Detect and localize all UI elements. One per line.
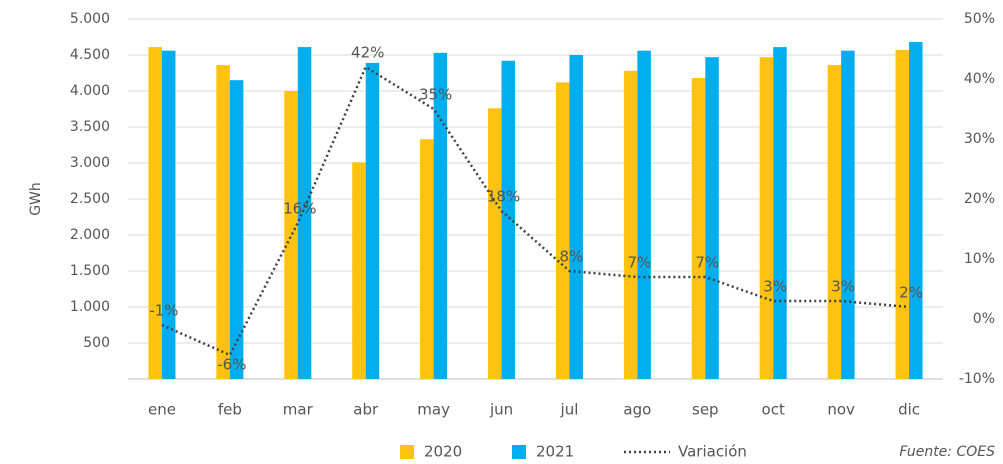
data-label: 7% <box>695 254 719 272</box>
bar <box>909 42 923 379</box>
bar <box>433 52 448 380</box>
y-tick-label: 1.500 <box>70 263 110 279</box>
legend-label: Variación <box>678 443 747 461</box>
bar <box>691 78 706 379</box>
y-tick-label: 1.000 <box>70 299 110 315</box>
data-label: 42% <box>351 44 384 62</box>
bar <box>705 57 719 379</box>
data-label: 3% <box>763 278 787 296</box>
data-label: 18% <box>487 188 520 206</box>
bar <box>352 162 366 379</box>
data-label: 35% <box>419 86 452 104</box>
y2-tick-label: 10% <box>964 251 995 267</box>
y-tick-label: 2.500 <box>70 191 110 207</box>
legend-swatch <box>512 445 526 459</box>
bar <box>229 80 244 379</box>
y-tick-label: 3.000 <box>70 155 110 171</box>
bar <box>297 47 312 380</box>
x-tick-label: dic <box>898 401 920 419</box>
x-tick-label: sep <box>692 401 719 419</box>
x-tick-label: oct <box>762 401 785 419</box>
x-tick-label: ago <box>623 401 651 419</box>
bar <box>841 50 855 380</box>
bar <box>759 57 774 379</box>
bar <box>365 62 380 380</box>
x-tick-label: nov <box>827 401 855 419</box>
bar <box>420 139 434 379</box>
y2-tick-label: 50% <box>964 11 995 27</box>
x-tick-label: jun <box>489 401 513 419</box>
bar <box>501 60 516 379</box>
data-label: 3% <box>831 278 855 296</box>
data-label: -1% <box>149 302 178 320</box>
bar <box>555 82 570 380</box>
bar <box>488 108 502 379</box>
legend-swatch <box>400 445 414 459</box>
bar <box>895 49 910 380</box>
x-tick-label: abr <box>353 401 379 419</box>
bar <box>637 50 651 380</box>
y-tick-label: 500 <box>83 335 110 351</box>
data-label: 7% <box>627 254 651 272</box>
y-tick-label: 2.000 <box>70 227 110 243</box>
data-label: 8% <box>560 248 584 266</box>
x-tick-label: feb <box>218 401 242 419</box>
bar <box>569 55 583 379</box>
y2-tick-label: 20% <box>964 191 995 207</box>
bar <box>216 65 230 379</box>
data-label: -6% <box>217 356 246 374</box>
legend-label: 2021 <box>536 443 574 461</box>
y2-tick-label: 30% <box>964 131 995 147</box>
y-tick-label: 4.500 <box>70 47 110 63</box>
x-tick-label: mar <box>283 401 314 419</box>
x-tick-label: jul <box>560 401 579 419</box>
bar <box>827 65 842 379</box>
bar <box>284 91 298 379</box>
data-label: 2% <box>899 284 923 302</box>
bar <box>623 70 638 379</box>
x-tick-label: may <box>417 401 450 419</box>
y-axis-label: GWh <box>28 182 44 216</box>
bar <box>773 47 787 380</box>
y2-tick-label: 0% <box>973 311 995 327</box>
source-note: Fuente: COES <box>899 444 995 460</box>
x-tick-label: ene <box>148 401 176 419</box>
legend-label: 2020 <box>424 443 462 461</box>
y-tick-label: 5.000 <box>70 11 110 27</box>
data-label: 16% <box>283 200 316 218</box>
y2-tick-label: 40% <box>964 71 995 87</box>
bar <box>161 50 176 380</box>
variation-line <box>161 65 910 357</box>
bar <box>148 47 162 380</box>
y-tick-label: 4.000 <box>70 83 110 99</box>
y2-tick-label: -10% <box>959 371 995 387</box>
y-tick-label: 3.500 <box>70 119 110 135</box>
